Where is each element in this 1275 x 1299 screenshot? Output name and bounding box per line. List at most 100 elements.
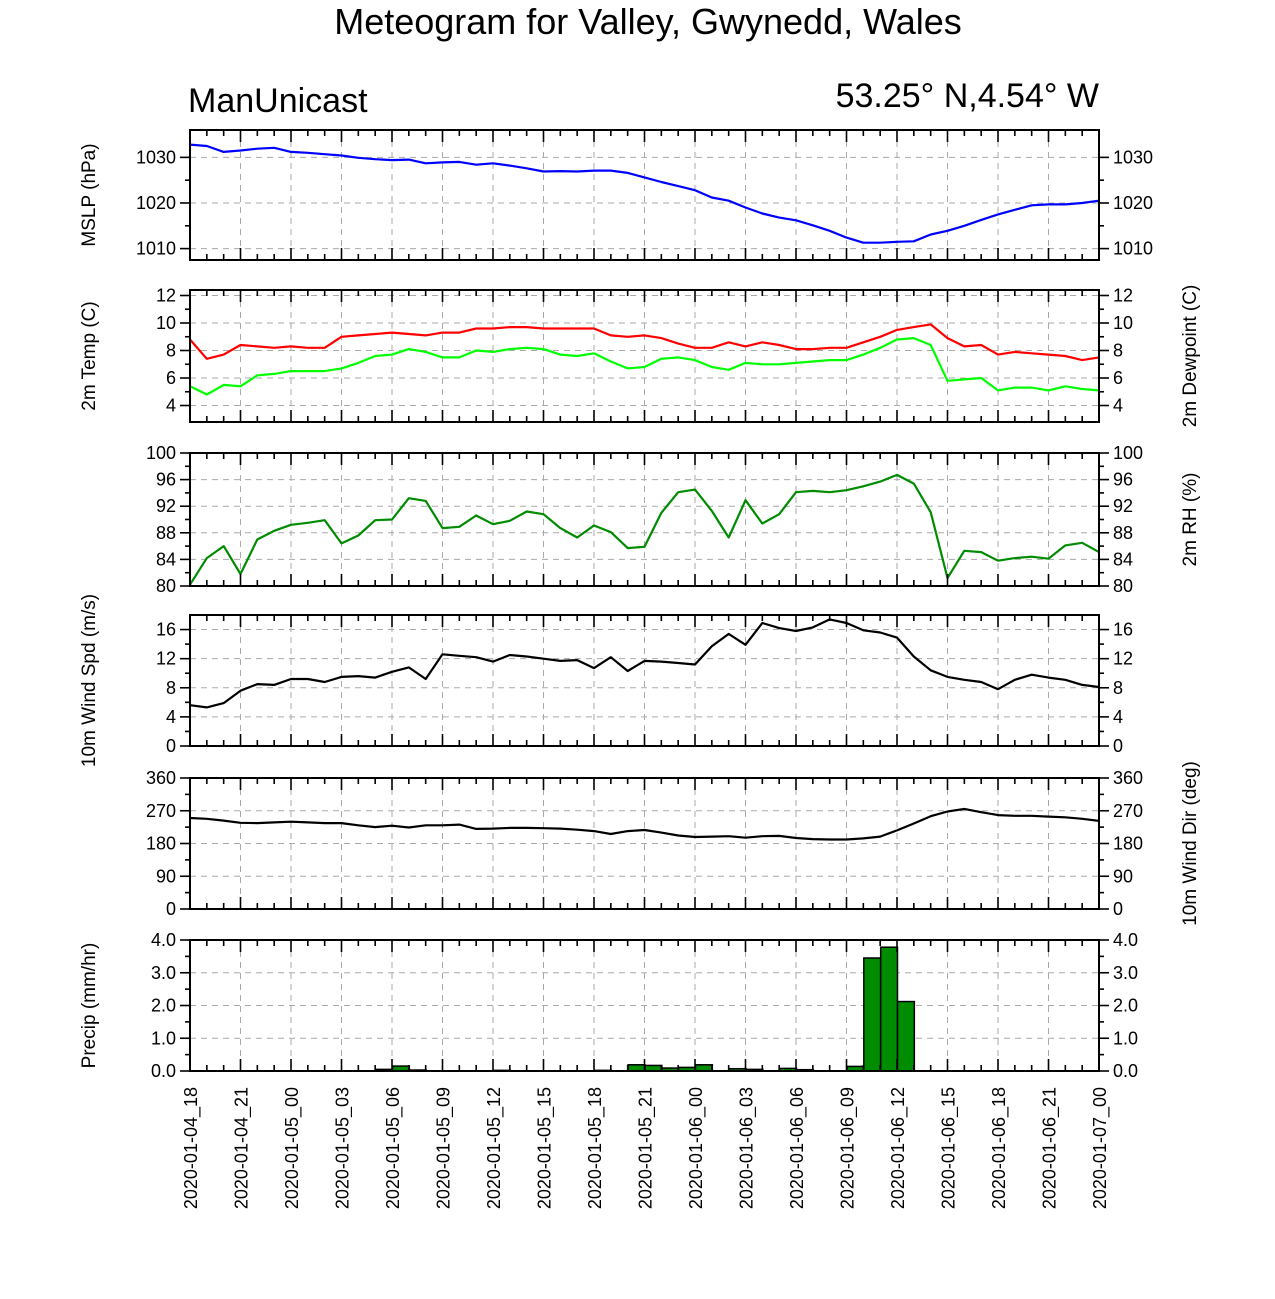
panel-rh: 80 80 84 84 88 88 92 92 96 96 100 100 2m RH (%) — [146, 443, 1201, 596]
y-tick-label-right: 180 — [1113, 834, 1143, 854]
y-tick-label-left: 84 — [156, 549, 176, 569]
y-tick-label-right: 4 — [1113, 707, 1123, 727]
y-tick-label-right: 90 — [1113, 866, 1133, 886]
y-tick-label-left: 0.0 — [151, 1061, 176, 1081]
panel-wspd: 0 0 4 4 8 8 12 12 16 16 10m Wind Spd (m/s) — [79, 594, 1133, 767]
y-tick-label-left: 80 — [156, 576, 176, 596]
y-tick-label-right: 1010 — [1113, 239, 1153, 259]
y-tick-label-left: 0 — [166, 899, 176, 919]
y-tick-label-right: 12 — [1113, 649, 1133, 669]
y-tick-label-left: 90 — [156, 866, 176, 886]
y-axis-label-right: 10m Wind Dir (deg) — [1180, 761, 1201, 926]
x-tick-label: 2020-01-06_00 — [686, 1087, 707, 1209]
x-tick-label: 2020-01-05_00 — [282, 1087, 303, 1209]
y-tick-label-left: 270 — [146, 801, 176, 821]
x-tick-label: 2020-01-04_18 — [181, 1087, 202, 1209]
mslp-series-line-1 — [189, 143, 1100, 244]
y-tick-label-left: 8 — [166, 678, 176, 698]
y-tick-label-left: 1020 — [136, 193, 176, 213]
x-tick-label: 2020-01-06_18 — [989, 1087, 1010, 1209]
y-tick-label-right: 4.0 — [1113, 930, 1138, 950]
y-tick-label-left: 12 — [156, 286, 176, 306]
y-tick-label-right: 12 — [1113, 286, 1133, 306]
y-tick-label-right: 0.0 — [1113, 1061, 1138, 1081]
y-tick-label-left: 96 — [156, 470, 176, 490]
x-tick-label: 2020-01-07_00 — [1090, 1087, 1111, 1209]
y-tick-label-left: 8 — [166, 341, 176, 361]
y-tick-label-left: 180 — [146, 834, 176, 854]
x-tick-label: 2020-01-06_21 — [1040, 1087, 1061, 1209]
y-tick-label-right: 0 — [1113, 736, 1123, 756]
y-tick-label-right: 16 — [1113, 620, 1133, 640]
panel-precip: 0.0 0.0 1.0 1.0 2.0 2.0 3.0 3.0 4.0 4.0 Precip (mm… — [79, 930, 1138, 1081]
x-tick-label: 2020-01-06_03 — [737, 1087, 758, 1209]
y-tick-label-right: 2.0 — [1113, 996, 1138, 1016]
y-tick-label-left: 1.0 — [151, 1028, 176, 1048]
y-tick-label-left: 0 — [166, 736, 176, 756]
y-tick-label-right: 0 — [1113, 899, 1123, 919]
y-tick-label-left: 12 — [156, 649, 176, 669]
precip-bar — [896, 1000, 916, 1072]
wspd-series-line-1 — [189, 618, 1100, 709]
x-tick-label: 2020-01-05_06 — [383, 1087, 404, 1209]
y-tick-label-left: 10 — [156, 313, 176, 333]
temp-series-line-1 — [189, 323, 1100, 362]
x-tick-label: 2020-01-06_15 — [939, 1087, 960, 1209]
y-axis-label-left: 10m Wind Spd (m/s) — [79, 594, 100, 767]
y-tick-label-left: 4.0 — [151, 930, 176, 950]
x-tick-label: 2020-01-06_06 — [787, 1087, 808, 1209]
y-tick-label-left: 1010 — [136, 239, 176, 259]
y-tick-label-left: 360 — [146, 768, 176, 788]
y-axis-label-right: 2m Dewpoint (C) — [1180, 285, 1201, 428]
y-tick-label-right: 3.0 — [1113, 963, 1138, 983]
y-tick-label-left: 3.0 — [151, 963, 176, 983]
model-name: ManUnicast — [188, 82, 368, 120]
x-tick-label: 2020-01-05_09 — [434, 1087, 455, 1209]
y-tick-label-left: 100 — [146, 443, 176, 463]
y-axis-label-left: MSLP (hPa) — [79, 143, 100, 246]
y-tick-label-right: 4 — [1113, 396, 1123, 416]
y-tick-label-left: 1030 — [136, 147, 176, 167]
y-tick-label-right: 1020 — [1113, 193, 1153, 213]
y-tick-label-right: 80 — [1113, 576, 1133, 596]
x-tick-label: 2020-01-06_09 — [838, 1087, 859, 1209]
x-tick-label: 2020-01-05_18 — [585, 1087, 606, 1209]
x-tick-label: 2020-01-06_12 — [888, 1087, 909, 1209]
y-tick-label-right: 8 — [1113, 341, 1123, 361]
y-tick-label-right: 100 — [1113, 443, 1143, 463]
y-tick-label-right: 10 — [1113, 313, 1133, 333]
precip-bar — [863, 957, 882, 1072]
y-tick-label-right: 360 — [1113, 768, 1143, 788]
y-tick-label-left: 6 — [166, 368, 176, 388]
y-tick-label-right: 270 — [1113, 801, 1143, 821]
y-tick-label-right: 96 — [1113, 470, 1133, 490]
y-tick-label-left: 4 — [166, 396, 176, 416]
x-axis-labels: 2020-01-04_18 2020-01-04_21 2020-01-05_00 2… — [181, 1087, 1111, 1209]
location-coordinates: 53.25° N,4.54° W — [836, 77, 1099, 115]
panel-mslp: 1010 1010 1020 1020 1030 1030 MSLP (hPa) — [79, 129, 1153, 261]
y-tick-label-right: 1030 — [1113, 147, 1153, 167]
y-tick-label-right: 8 — [1113, 678, 1123, 698]
x-tick-label: 2020-01-05_21 — [636, 1087, 657, 1209]
panel-wdir: 0 0 90 90 180 180 270 270 360 360 10m Wind Dir (de… — [146, 761, 1201, 926]
panel-temp: 4 4 6 6 8 8 10 10 12 12 2m Temp (C) 2m Dewpoint (C) — [79, 285, 1201, 428]
y-tick-label-left: 4 — [166, 707, 176, 727]
y-tick-label-left: 88 — [156, 523, 176, 543]
y-tick-label-right: 6 — [1113, 368, 1123, 388]
temp-series-line-2 — [189, 337, 1100, 396]
y-tick-label-left: 2.0 — [151, 996, 176, 1016]
x-tick-label: 2020-01-05_15 — [535, 1087, 556, 1209]
y-tick-label-right: 92 — [1113, 496, 1133, 516]
y-tick-label-right: 1.0 — [1113, 1028, 1138, 1048]
precip-bar — [879, 946, 899, 1072]
wdir-series-line-1 — [189, 807, 1100, 841]
y-axis-label-right: 2m RH (%) — [1180, 473, 1201, 567]
y-tick-label-left: 16 — [156, 620, 176, 640]
x-tick-label: 2020-01-05_12 — [484, 1087, 505, 1209]
y-axis-label-left: 2m Temp (C) — [79, 301, 100, 410]
x-tick-label: 2020-01-05_03 — [333, 1087, 354, 1209]
y-axis-label-left: Precip (mm/hr) — [79, 943, 100, 1069]
y-tick-label-right: 84 — [1113, 549, 1133, 569]
